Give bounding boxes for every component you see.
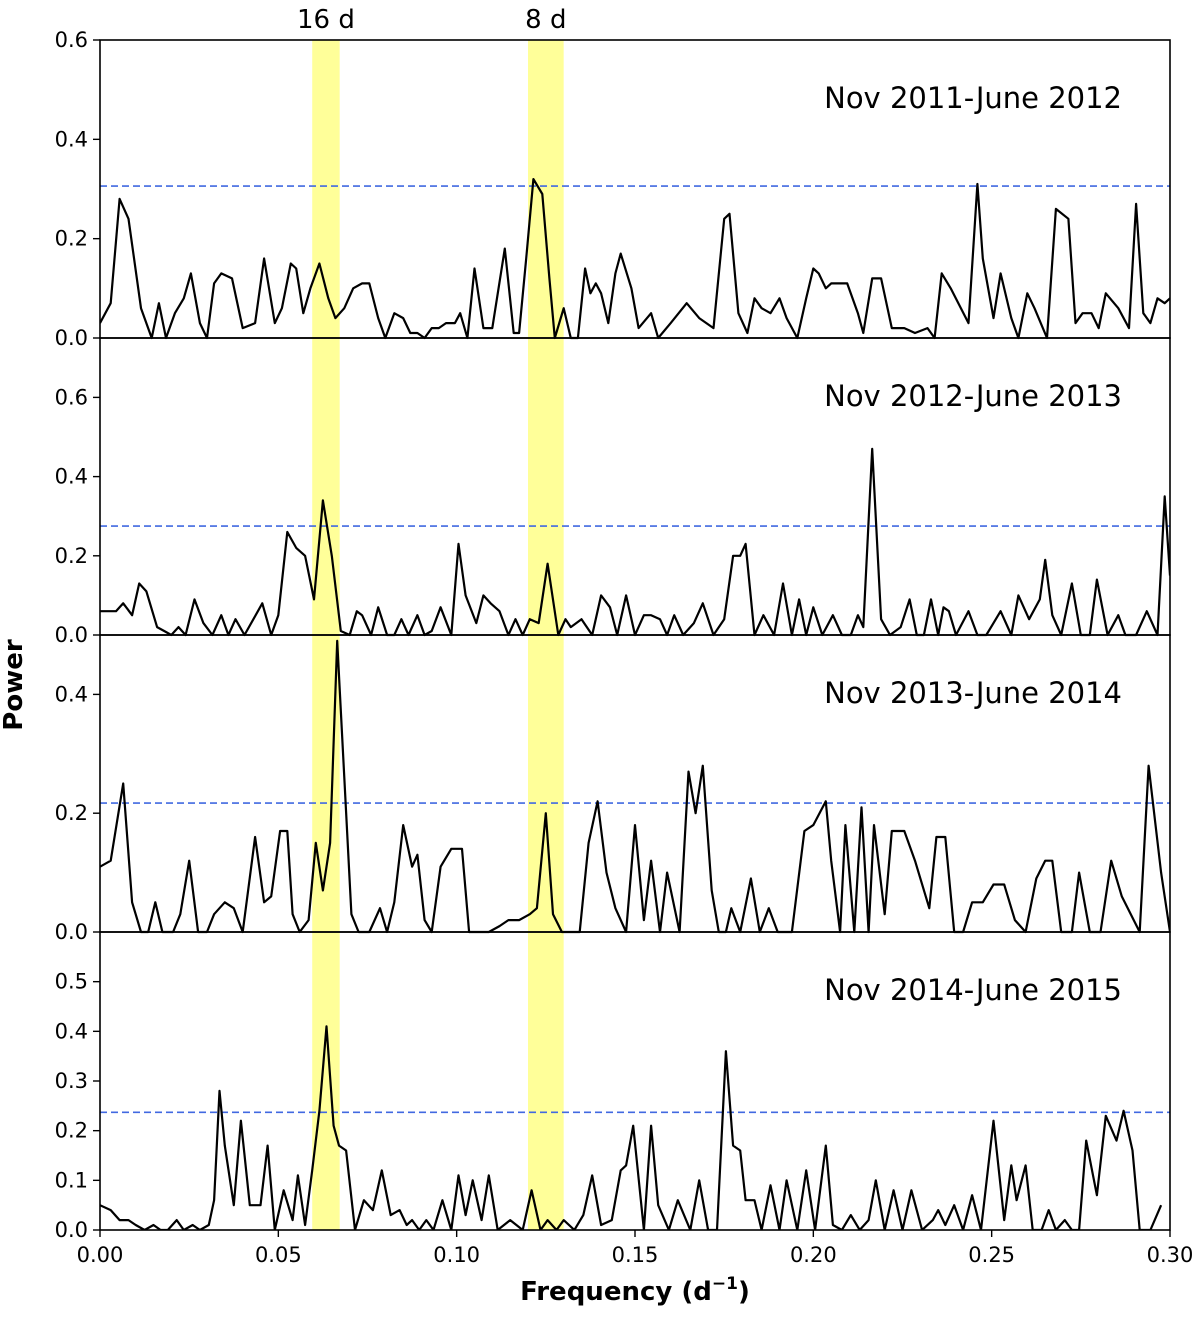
y-tick-label: 0.5 [55,970,88,994]
panel-4: 0.0 0.1 0.2 0.3 0.4 0.5 Nov 2014-June 2015 [55,931,1171,1242]
y-tick-label: 0.2 [55,544,88,568]
y-tick-label: 0.0 [55,326,88,350]
band-labels: 16 d 8 d [297,5,566,35]
x-axis-title-close: ) [738,1277,750,1307]
power-series-line [100,178,1170,340]
y-tick-label: 0.4 [55,682,88,706]
x-tick-label: 0.30 [1147,1243,1194,1267]
y-tick-label: 0.1 [55,1168,88,1192]
panel-label: Nov 2014-June 2015 [824,973,1122,1007]
y-tick-label: 0.4 [55,465,88,489]
x-axis: 0.00 0.05 0.10 0.15 0.20 0.25 0.30 [77,1243,1194,1267]
y-tick-label: 0.0 [55,920,88,944]
y-tick-label: 0.0 [55,623,88,647]
x-axis-title-main: Frequency (d [520,1277,712,1307]
panel-1: 0.0 0.2 0.4 0.6 Nov 2011-June 2012 [55,28,1171,350]
y-tick-label: 0.4 [55,127,88,151]
x-axis-title: Frequency (d−1) [520,1274,750,1307]
y-tick-label: 0.4 [55,1019,88,1043]
y-tick-label: 0.6 [55,385,88,409]
power-series-line [100,1025,1163,1230]
y-tick-label: 0.6 [55,28,88,52]
panel-label: Nov 2013-June 2014 [824,676,1122,710]
panel-2: 0.0 0.2 0.4 0.6 Nov 2012-June 2013 [55,337,1171,647]
y-tick-label: 0.2 [55,1119,88,1143]
panel-label: Nov 2012-June 2013 [824,379,1122,413]
x-tick-label: 0.25 [968,1243,1015,1267]
y-tick-label: 0.3 [55,1069,88,1093]
x-tick-label: 0.20 [790,1243,837,1267]
y-tick-label: 0.2 [55,801,88,825]
y-axis-title: Power [0,639,29,731]
power-series-line [100,447,1170,637]
band-label-2: 8 d [525,5,566,35]
x-tick-label: 0.10 [433,1243,480,1267]
x-tick-label: 0.00 [77,1243,124,1267]
panel-3: 0.0 0.2 0.4 Nov 2013-June 2014 [55,634,1171,944]
panel-label: Nov 2011-June 2012 [824,81,1122,115]
x-tick-label: 0.05 [255,1243,302,1267]
y-tick-label: 0.0 [55,1218,88,1242]
x-axis-title-superscript: −1 [712,1274,738,1294]
band-label-1: 16 d [297,5,355,35]
y-tick-label: 0.2 [55,227,88,251]
power-series-line [100,639,1170,934]
x-tick-label: 0.15 [612,1243,659,1267]
